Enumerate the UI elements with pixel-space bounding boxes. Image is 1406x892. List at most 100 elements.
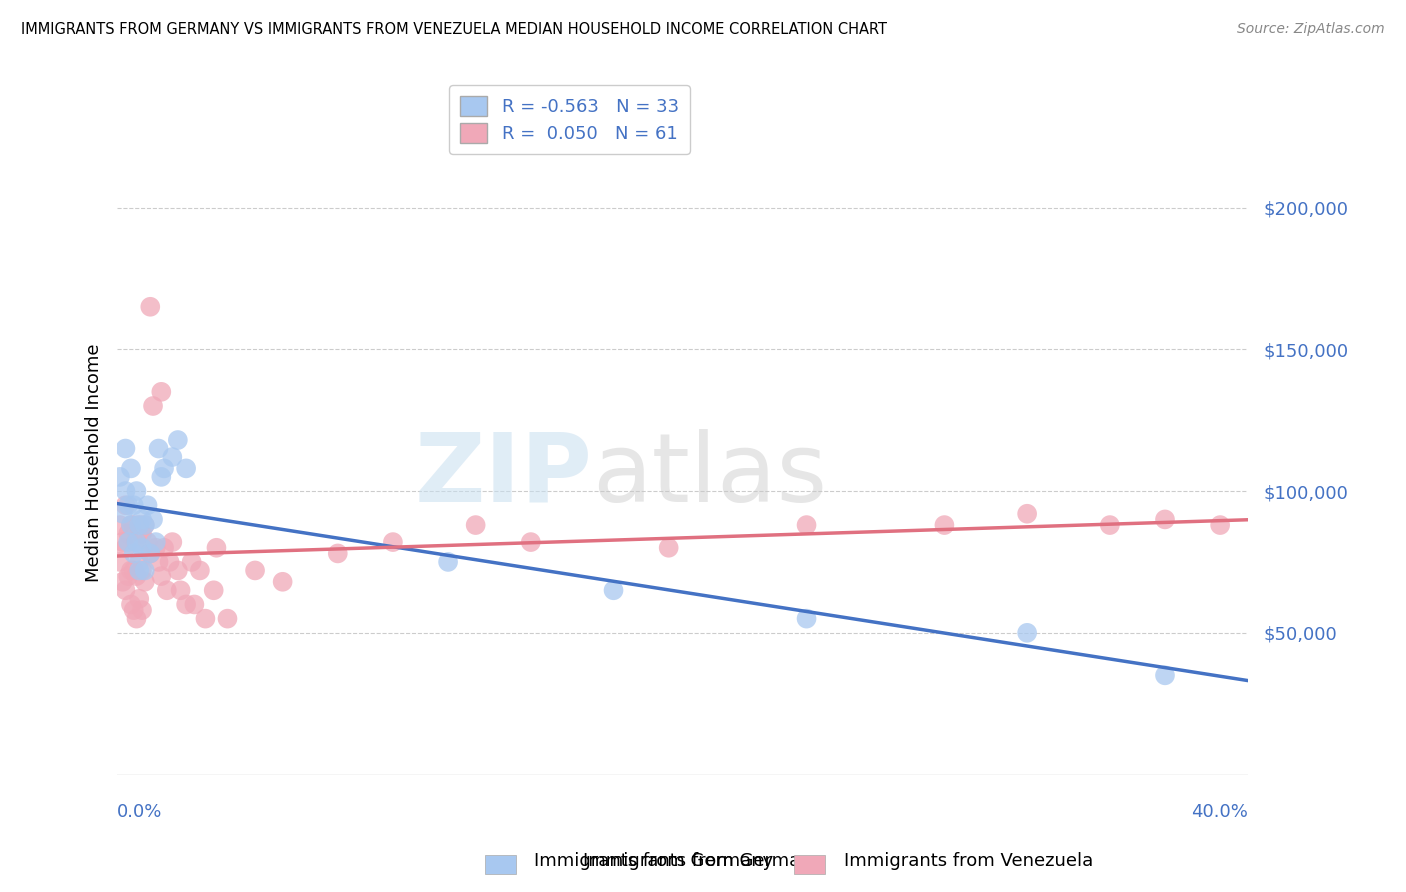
Point: [125, 569, 148, 583]
Point: [120, 461, 142, 475]
Point: [183, 598, 205, 612]
Point: [111, 574, 134, 589]
Point: [145, 541, 167, 555]
Point: [150, 384, 173, 399]
Point: [1017, 507, 1039, 521]
Point: [117, 526, 139, 541]
Point: [131, 564, 153, 578]
Point: [125, 484, 148, 499]
Point: [139, 546, 162, 560]
Point: [120, 518, 142, 533]
Text: IMMIGRANTS FROM GERMANY VS IMMIGRANTS FROM VENEZUELA MEDIAN HOUSEHOLD INCOME COR: IMMIGRANTS FROM GERMANY VS IMMIGRANTS FR…: [21, 22, 887, 37]
Point: [131, 526, 153, 541]
Point: [194, 612, 217, 626]
Point: [464, 518, 486, 533]
Point: [934, 518, 956, 533]
Point: [125, 535, 148, 549]
Point: [202, 583, 225, 598]
Point: [122, 498, 145, 512]
Y-axis label: Median Household Income: Median Household Income: [86, 343, 103, 582]
Point: [148, 442, 170, 456]
Point: [136, 498, 159, 512]
Point: [111, 535, 134, 549]
Point: [145, 535, 167, 549]
Point: [153, 541, 176, 555]
Point: [658, 541, 681, 555]
Point: [114, 484, 136, 499]
Point: [243, 564, 266, 578]
Point: [128, 518, 150, 533]
Text: 40.0%: 40.0%: [1191, 803, 1247, 821]
Point: [150, 569, 173, 583]
Point: [1017, 625, 1039, 640]
Point: [128, 555, 150, 569]
Point: [128, 518, 150, 533]
Point: [108, 470, 131, 484]
Point: [117, 535, 139, 549]
Legend: R = -0.563   N = 33, R =  0.050   N = 61: R = -0.563 N = 33, R = 0.050 N = 61: [450, 85, 689, 153]
Point: [117, 498, 139, 512]
Point: [122, 518, 145, 533]
Point: [125, 535, 148, 549]
Point: [136, 535, 159, 549]
Point: [271, 574, 294, 589]
Point: [122, 603, 145, 617]
Point: [1154, 512, 1177, 526]
Point: [131, 512, 153, 526]
Point: [156, 583, 179, 598]
Point: [142, 399, 165, 413]
Point: [217, 612, 239, 626]
Point: [205, 541, 228, 555]
Point: [520, 535, 543, 549]
Point: [139, 300, 162, 314]
Point: [174, 461, 197, 475]
Point: [134, 574, 156, 589]
Point: [437, 555, 460, 569]
Point: [796, 612, 818, 626]
Text: Immigrants from Venezuela: Immigrants from Venezuela: [844, 852, 1092, 870]
Point: [166, 564, 188, 578]
Text: Source: ZipAtlas.com: Source: ZipAtlas.com: [1237, 22, 1385, 37]
Point: [114, 442, 136, 456]
Point: [111, 507, 134, 521]
Point: [108, 555, 131, 569]
Text: Immigrants from Germany: Immigrants from Germany: [534, 852, 773, 870]
Point: [162, 450, 184, 464]
Point: [1154, 668, 1177, 682]
Point: [128, 564, 150, 578]
Point: [148, 555, 170, 569]
Point: [114, 583, 136, 598]
Point: [142, 512, 165, 526]
Point: [117, 569, 139, 583]
Point: [120, 598, 142, 612]
Point: [169, 583, 191, 598]
Point: [602, 583, 624, 598]
Point: [122, 564, 145, 578]
Text: ZIP: ZIP: [415, 429, 592, 522]
Point: [162, 535, 184, 549]
Point: [381, 535, 404, 549]
Point: [125, 612, 148, 626]
Point: [114, 541, 136, 555]
Point: [326, 546, 349, 560]
Point: [188, 564, 211, 578]
Text: atlas: atlas: [592, 429, 827, 522]
Point: [796, 518, 818, 533]
Point: [159, 555, 181, 569]
Point: [131, 541, 153, 555]
Point: [120, 518, 142, 533]
Point: [166, 433, 188, 447]
Point: [153, 461, 176, 475]
Point: [180, 555, 202, 569]
Point: [122, 546, 145, 560]
Point: [120, 564, 142, 578]
Point: [139, 546, 162, 560]
Text: Immigrants from Germany: Immigrants from Germany: [583, 852, 823, 870]
Point: [1098, 518, 1121, 533]
Point: [108, 518, 131, 533]
Point: [128, 591, 150, 606]
Point: [134, 518, 156, 533]
Text: 0.0%: 0.0%: [117, 803, 163, 821]
Point: [150, 470, 173, 484]
Point: [134, 564, 156, 578]
